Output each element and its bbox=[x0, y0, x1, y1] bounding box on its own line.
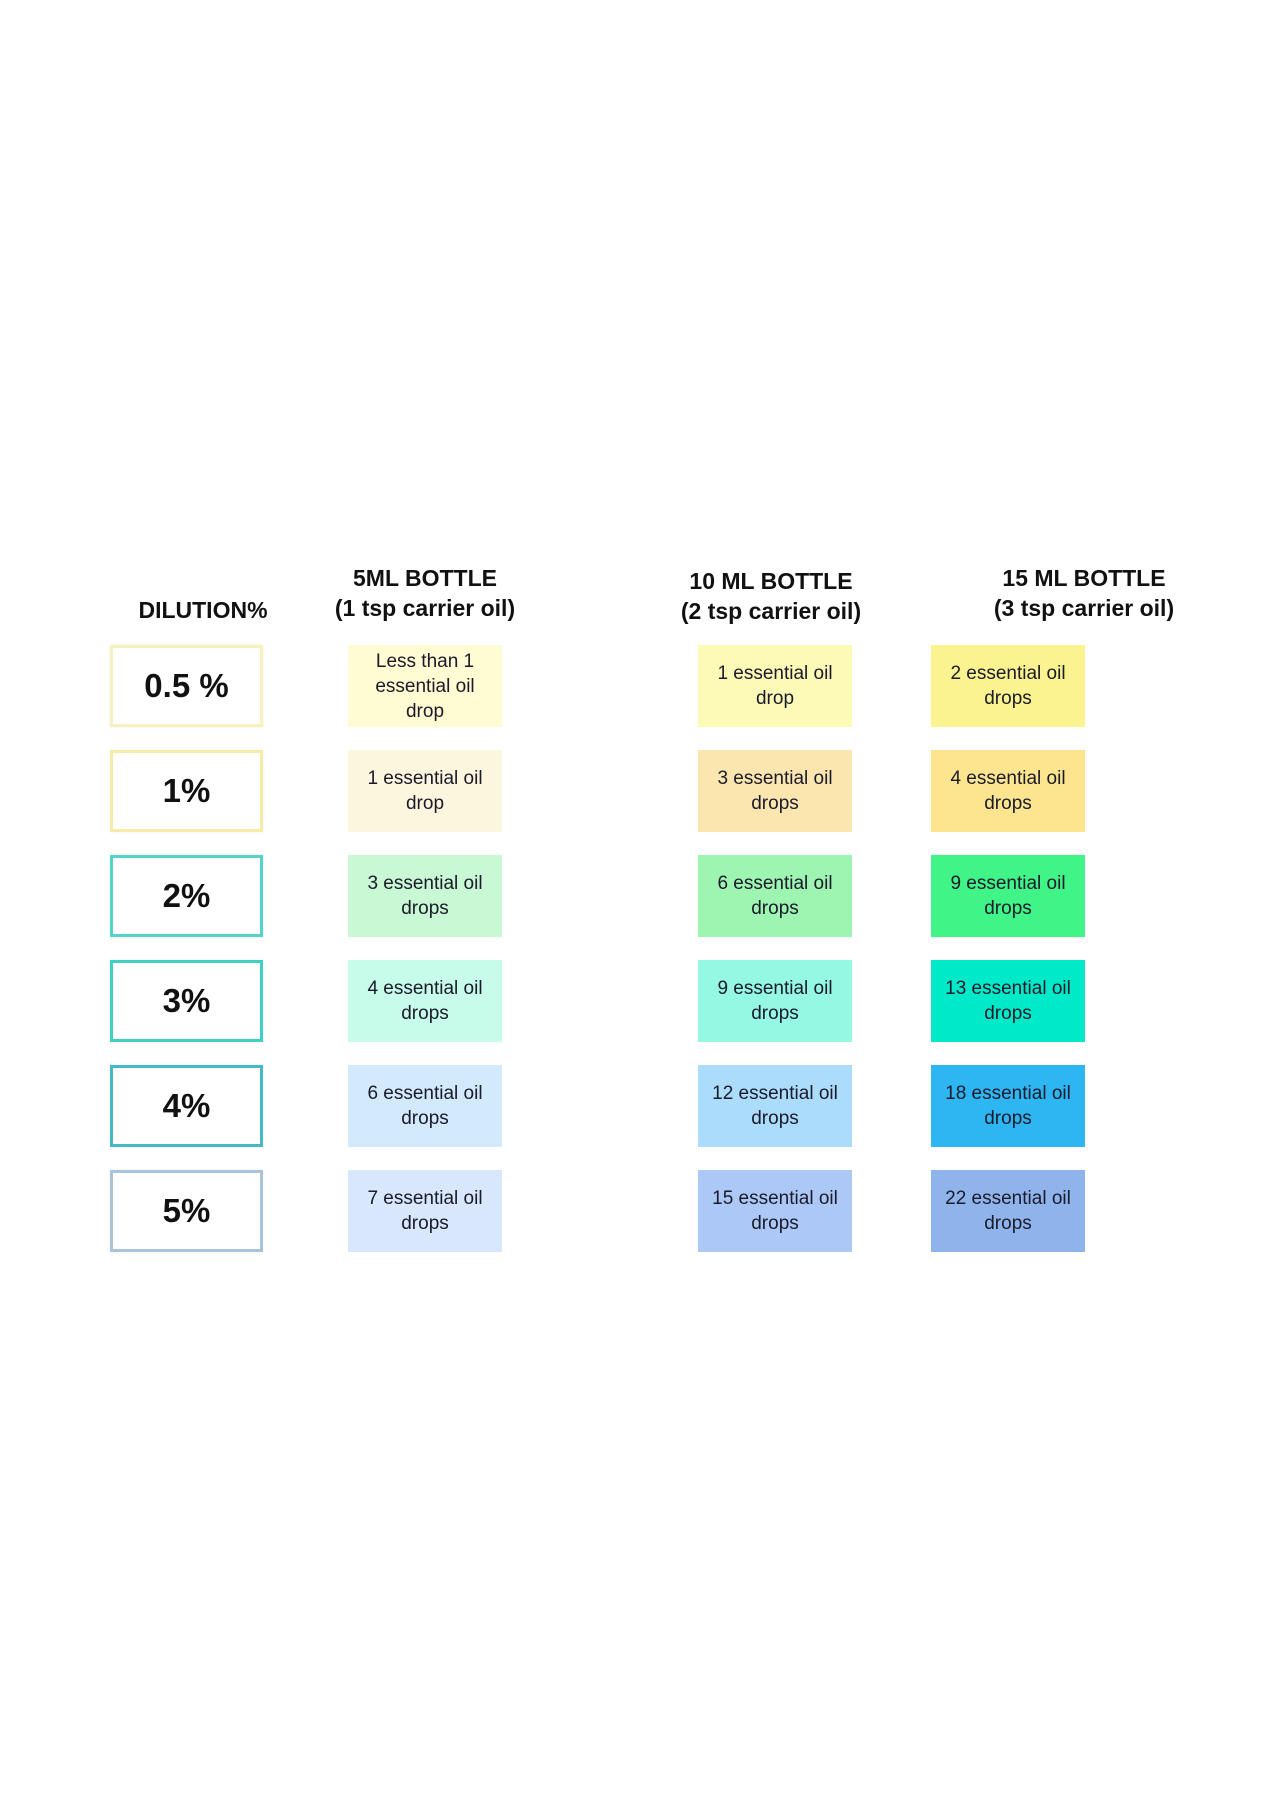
drops-cell-ml15: 4 essential oil drops bbox=[931, 750, 1085, 832]
drops-cell-ml5: 6 essential oil drops bbox=[348, 1065, 502, 1147]
drops-cell-ml10: 3 essential oil drops bbox=[698, 750, 852, 832]
header-15ml-title: 15 ML BOTTLE bbox=[1002, 565, 1166, 591]
dilution-box: 0.5 % bbox=[110, 645, 263, 727]
drops-cell-ml15: 13 essential oil drops bbox=[931, 960, 1085, 1042]
drops-cell-ml5: Less than 1 essential oil drop bbox=[348, 645, 502, 727]
header-5ml-title: 5ML BOTTLE bbox=[353, 565, 497, 591]
dilution-box: 3% bbox=[110, 960, 263, 1042]
drops-cell-ml15: 9 essential oil drops bbox=[931, 855, 1085, 937]
header-5ml-sub: (1 tsp carrier oil) bbox=[334, 595, 516, 621]
dilution-box: 1% bbox=[110, 750, 263, 832]
dilution-box: 5% bbox=[110, 1170, 263, 1252]
drops-cell-ml5: 3 essential oil drops bbox=[348, 855, 502, 937]
drops-cell-ml5: 4 essential oil drops bbox=[348, 960, 502, 1042]
header-15ml-sub: (3 tsp carrier oil) bbox=[993, 595, 1175, 621]
drops-cell-ml10: 12 essential oil drops bbox=[698, 1065, 852, 1147]
drops-cell-ml15: 2 essential oil drops bbox=[931, 645, 1085, 727]
drops-cell-ml5: 1 essential oil drop bbox=[348, 750, 502, 832]
drops-cell-ml10: 1 essential oil drop bbox=[698, 645, 852, 727]
dilution-box: 4% bbox=[110, 1065, 263, 1147]
header-10ml-sub: (2 tsp carrier oil) bbox=[680, 598, 862, 624]
drops-cell-ml5: 7 essential oil drops bbox=[348, 1170, 502, 1252]
drops-cell-ml10: 15 essential oil drops bbox=[698, 1170, 852, 1252]
dilution-box: 2% bbox=[110, 855, 263, 937]
drops-cell-ml15: 18 essential oil drops bbox=[931, 1065, 1085, 1147]
drops-cell-ml15: 22 essential oil drops bbox=[931, 1170, 1085, 1252]
header-15ml: 15 ML BOTTLE (3 tsp carrier oil) bbox=[954, 563, 1214, 623]
header-10ml: 10 ML BOTTLE (2 tsp carrier oil) bbox=[641, 566, 901, 626]
drops-cell-ml10: 9 essential oil drops bbox=[698, 960, 852, 1042]
dilution-header: DILUTION% bbox=[73, 595, 333, 625]
dilution-header-text: DILUTION% bbox=[138, 597, 268, 623]
drops-cell-ml10: 6 essential oil drops bbox=[698, 855, 852, 937]
header-5ml: 5ML BOTTLE (1 tsp carrier oil) bbox=[295, 563, 555, 623]
header-10ml-title: 10 ML BOTTLE bbox=[689, 568, 853, 594]
